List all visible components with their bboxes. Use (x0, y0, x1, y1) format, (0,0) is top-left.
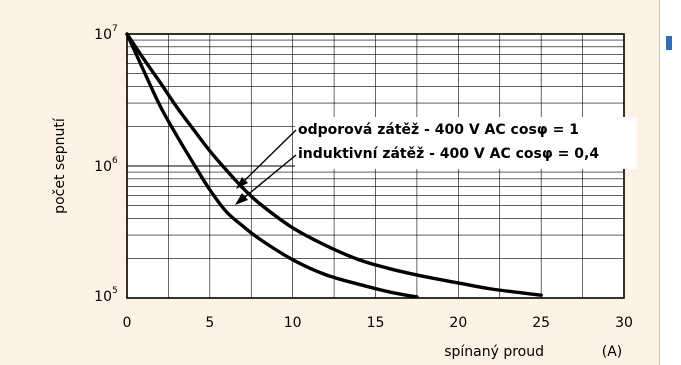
series-line-inductive (125, 32, 419, 299)
x-tick-label: 15 (367, 315, 385, 331)
annotations: odporová zátěž - 400 V AC cosφ = 1 induk… (235, 117, 637, 205)
edge-marker (666, 36, 672, 50)
arrow-resistive-head (236, 177, 248, 189)
y-tick-label: 10 (94, 289, 112, 305)
y-tick-exponent: 5 (112, 286, 118, 296)
y-tick-exponent: 6 (112, 156, 118, 166)
annotation-background (295, 117, 637, 169)
x-axis-label: spínaný proud (444, 344, 544, 360)
series-layer (125, 32, 543, 299)
y-tick-label: 10 (94, 27, 112, 43)
series-line-resistive (125, 32, 543, 297)
x-axis-unit: (A) (602, 344, 623, 360)
x-tick-label: 25 (532, 315, 550, 331)
y-axis-label: počet sepnutí (52, 117, 68, 214)
x-tick-label: 0 (123, 315, 132, 331)
annotation-resistive: odporová zátěž - 400 V AC cosφ = 1 (298, 122, 579, 138)
page-edge (659, 0, 681, 365)
arrow-inductive-line (244, 154, 297, 198)
x-tick-label: 30 (615, 315, 633, 331)
arrow-inductive-head (235, 193, 248, 205)
y-tick-label: 10 (94, 159, 112, 175)
x-tick-label: 20 (449, 315, 467, 331)
x-tick-label: 10 (284, 315, 302, 331)
y-tick-exponent: 7 (112, 24, 118, 34)
arrow-resistive-line (244, 129, 297, 181)
x-tick-label: 5 (205, 315, 214, 331)
annotation-inductive: induktivní zátěž - 400 V AC cosφ = 0,4 (298, 146, 599, 162)
